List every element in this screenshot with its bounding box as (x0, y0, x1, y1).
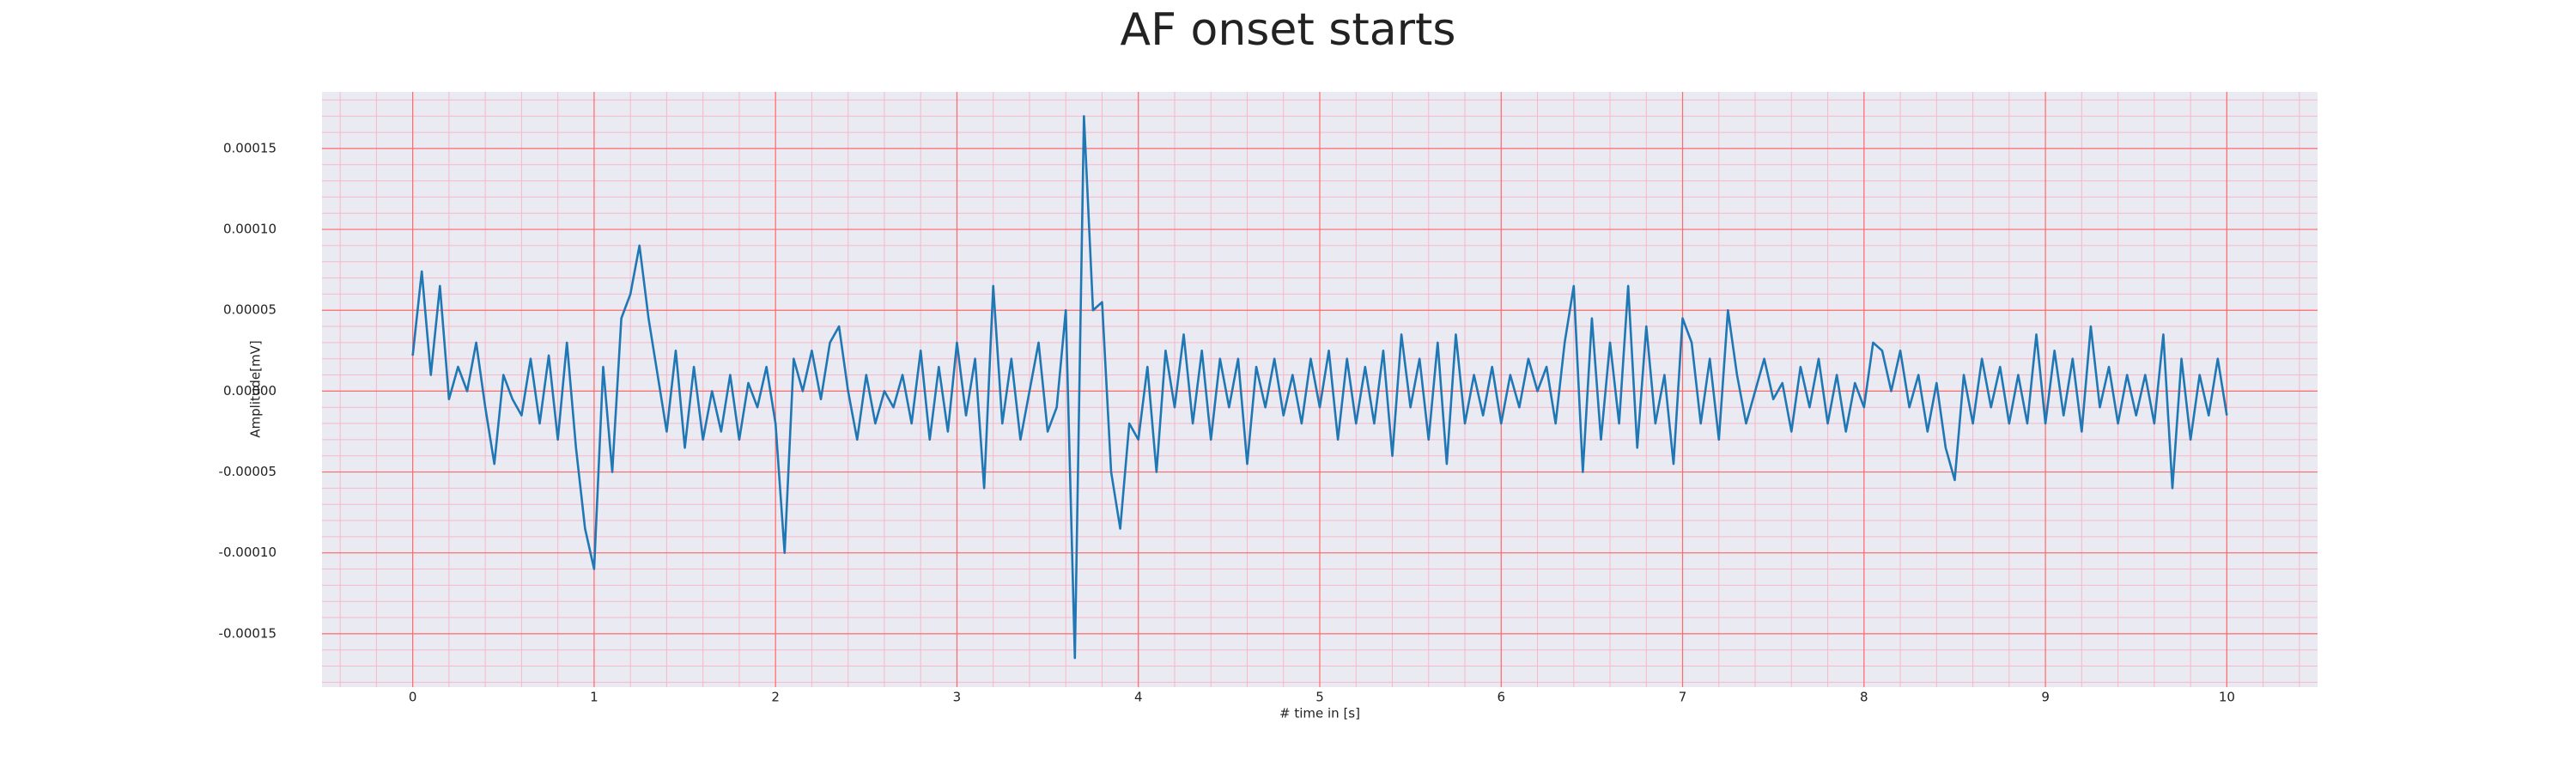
x-tick-label: 6 (1497, 690, 1505, 705)
x-tick-label: 4 (1134, 690, 1143, 705)
x-tick-label: 1 (590, 690, 598, 705)
x-tick-label: 5 (1315, 690, 1324, 705)
chart-title: AF onset starts (1121, 4, 1456, 56)
x-tick-label: 0 (409, 690, 417, 705)
y-tick-label: 0.00010 (223, 222, 276, 237)
x-tick-label: 3 (953, 690, 962, 705)
x-axis-label: # time in [s] (1279, 706, 1360, 721)
y-tick-label: -0.00010 (219, 545, 276, 560)
y-tick-label: 0.00000 (223, 383, 276, 399)
x-tick-label: 2 (771, 690, 780, 705)
y-tick-label: -0.00015 (219, 625, 276, 641)
x-tick-label: 9 (2041, 690, 2050, 705)
line-series (411, 114, 2228, 660)
y-axis-label: Amplitude[mV] (248, 340, 264, 437)
y-tick-label: 0.00015 (223, 140, 276, 155)
x-tick-label: 10 (2219, 690, 2235, 705)
y-tick-label: -0.00005 (219, 464, 276, 479)
x-tick-label: 7 (1679, 690, 1687, 705)
y-tick-label: 0.00005 (223, 302, 276, 318)
x-tick-label: 8 (1860, 690, 1868, 705)
